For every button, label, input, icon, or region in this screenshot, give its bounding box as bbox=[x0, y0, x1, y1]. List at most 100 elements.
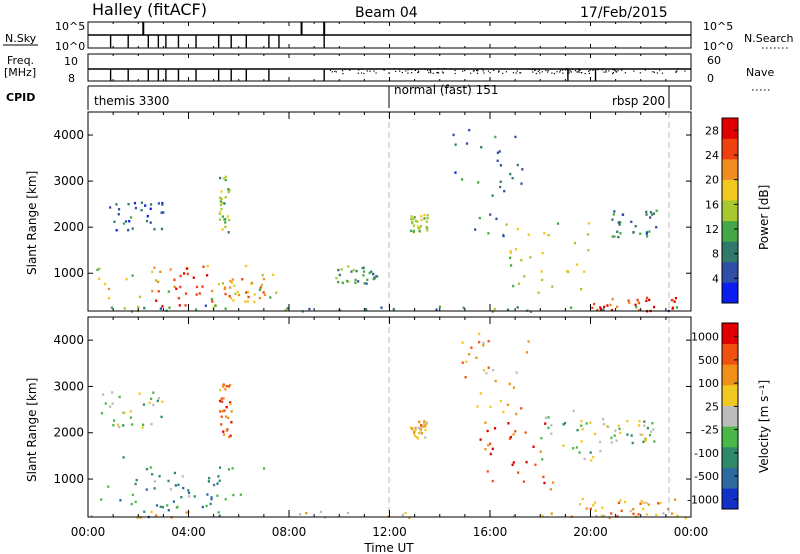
nave-dot bbox=[551, 72, 553, 74]
echo-cell bbox=[231, 467, 234, 470]
echo-cell bbox=[486, 429, 489, 433]
echo-cell bbox=[542, 475, 545, 479]
nave-dot bbox=[450, 68, 452, 70]
echo-cell bbox=[657, 502, 660, 505]
echo-cell bbox=[122, 456, 125, 459]
echo-cell bbox=[585, 507, 588, 510]
echo-cell bbox=[185, 267, 189, 270]
velocity-panel: 1000 2000 3000 4000 Slant Range [km] 1000 50… bbox=[25, 316, 771, 520]
nave-dot bbox=[393, 68, 395, 70]
nave-dot bbox=[571, 68, 573, 70]
echo-cell bbox=[639, 502, 642, 505]
echo-cell bbox=[219, 410, 222, 413]
echo-cell bbox=[616, 515, 619, 518]
echo-cell bbox=[144, 204, 147, 207]
echo-cell bbox=[211, 300, 214, 303]
echo-cell bbox=[645, 210, 648, 214]
echo-cell bbox=[645, 213, 648, 216]
echo-cell bbox=[193, 495, 196, 498]
freq-left-label-line2: [MHz] bbox=[4, 66, 36, 79]
echo-cell bbox=[224, 415, 228, 418]
echo-cell bbox=[221, 215, 225, 218]
echo-cell bbox=[145, 219, 149, 223]
echo-cell bbox=[618, 427, 621, 431]
echo-cell bbox=[372, 272, 375, 276]
nave-dot bbox=[601, 69, 603, 71]
echo-cell bbox=[419, 431, 422, 435]
echo-cell bbox=[410, 215, 413, 218]
echo-cell bbox=[188, 495, 191, 498]
echo-cell bbox=[180, 495, 183, 499]
echo-cell bbox=[166, 504, 169, 507]
echo-cell bbox=[529, 310, 533, 314]
echo-cell bbox=[491, 194, 494, 197]
nave-dot bbox=[361, 68, 363, 70]
echo-cell bbox=[493, 427, 497, 430]
echo-cell bbox=[527, 233, 530, 236]
echo-cell bbox=[155, 299, 158, 302]
echo-cell bbox=[581, 497, 584, 501]
y-tick-label: 2000 bbox=[53, 426, 84, 440]
echo-cell bbox=[347, 265, 350, 268]
echo-cell bbox=[131, 227, 134, 230]
echo-cell bbox=[337, 280, 340, 284]
echo-cell bbox=[480, 146, 483, 149]
echo-cell bbox=[601, 418, 605, 421]
nave-dot bbox=[417, 68, 419, 70]
echo-cell bbox=[149, 203, 153, 206]
freq-trace bbox=[87, 54, 692, 81]
nave-dot bbox=[342, 70, 344, 72]
echo-cell bbox=[115, 203, 118, 206]
nave-dot bbox=[613, 69, 615, 71]
nave-dot bbox=[578, 71, 580, 73]
echo-cell bbox=[186, 272, 189, 276]
echo-cell bbox=[492, 368, 495, 372]
nave-dot bbox=[344, 68, 346, 71]
echo-cell bbox=[613, 235, 616, 238]
echo-cell bbox=[527, 340, 530, 343]
echo-cell bbox=[426, 229, 429, 232]
nave-dot bbox=[577, 71, 579, 73]
echo-cell bbox=[499, 399, 502, 403]
nave-dot bbox=[373, 70, 375, 72]
echo-cell bbox=[655, 513, 658, 517]
echo-cell bbox=[210, 496, 213, 499]
echo-cell bbox=[509, 256, 512, 260]
nave-dot bbox=[578, 68, 580, 70]
echo-cell bbox=[112, 424, 115, 427]
echo-cell bbox=[167, 290, 170, 293]
echo-cell bbox=[220, 190, 223, 193]
echo-cell bbox=[150, 422, 153, 426]
echo-cell bbox=[647, 503, 650, 506]
echo-cell bbox=[572, 409, 575, 413]
echo-cell bbox=[206, 493, 209, 496]
echo-cell bbox=[532, 445, 535, 448]
beam-title: Beam 04 bbox=[355, 5, 418, 21]
nave-dot bbox=[441, 68, 443, 70]
echo-cell bbox=[413, 430, 416, 433]
nave-dot bbox=[568, 70, 570, 72]
echo-cell bbox=[172, 500, 176, 503]
echo-cell bbox=[418, 420, 421, 424]
echo-cell bbox=[224, 175, 227, 179]
power-xticks bbox=[87, 112, 692, 311]
x-axis-label: Time UT bbox=[363, 541, 414, 554]
power-ylabel: Slant Range [km] bbox=[25, 171, 39, 275]
nave-dot bbox=[428, 71, 430, 74]
nave-dot bbox=[483, 72, 485, 74]
echo-cell bbox=[454, 171, 457, 174]
nave-dot bbox=[411, 72, 413, 74]
echo-cell bbox=[550, 432, 553, 435]
echo-cell bbox=[236, 290, 239, 294]
freq-right-tick-bottom: 0 bbox=[707, 72, 714, 85]
echo-cell bbox=[610, 441, 613, 444]
echo-cell bbox=[673, 300, 676, 303]
echo-cell bbox=[134, 206, 137, 210]
echo-cell bbox=[220, 397, 223, 400]
echo-cell bbox=[636, 298, 639, 302]
echo-cell bbox=[241, 278, 244, 281]
echo-cell bbox=[412, 224, 416, 227]
echo-cell bbox=[544, 422, 547, 425]
echo-cell bbox=[645, 231, 649, 234]
echo-cell bbox=[591, 306, 594, 310]
